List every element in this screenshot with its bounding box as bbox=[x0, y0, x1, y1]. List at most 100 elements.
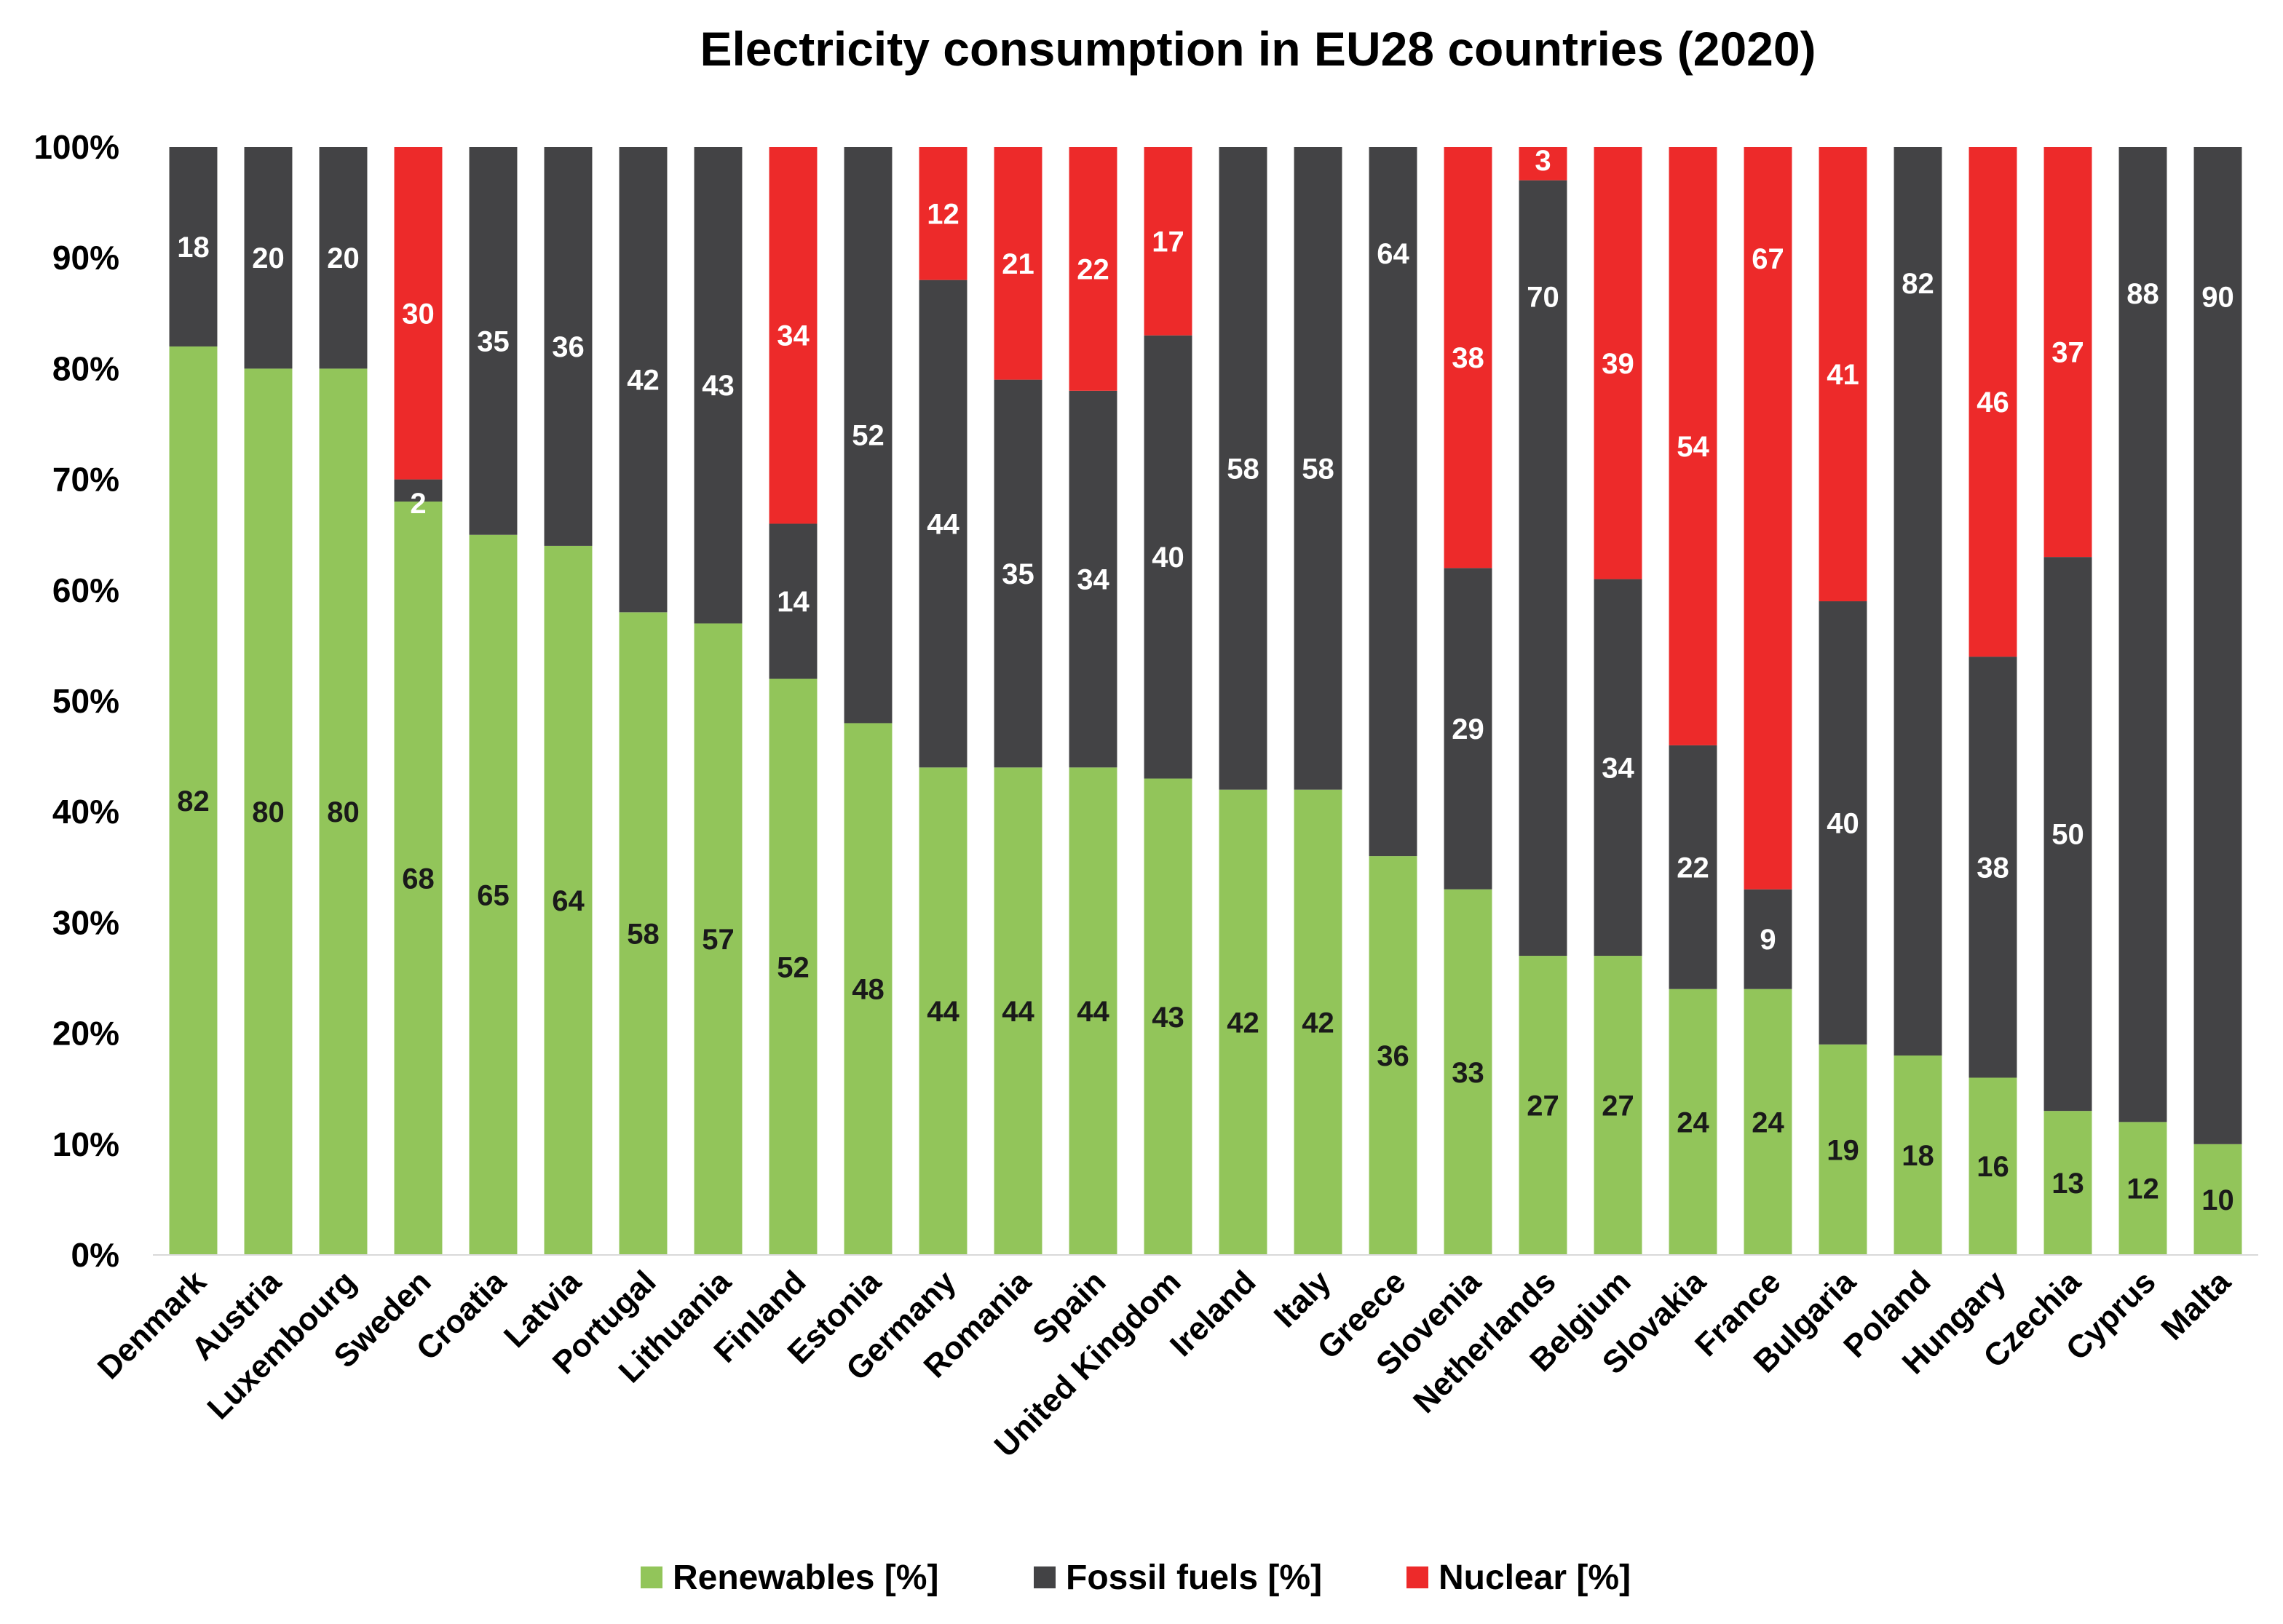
bar-segment-renewables bbox=[1519, 956, 1567, 1255]
data-label-nuclear: 67 bbox=[1752, 243, 1784, 275]
data-label-fossil-fuels: 44 bbox=[927, 508, 960, 540]
data-label-fossil-fuels: 42 bbox=[627, 365, 660, 397]
bar-segment-fossil-fuels bbox=[1294, 147, 1342, 790]
data-label-renewables: 36 bbox=[1377, 1040, 1409, 1072]
bar-segment-renewables bbox=[469, 534, 518, 1255]
y-tick-label: 30% bbox=[52, 903, 119, 941]
bar-stack-slovakia: 24 22 54 bbox=[1669, 147, 1717, 1255]
bar-segment-renewables bbox=[994, 767, 1042, 1255]
bar-stack-latvia: 64 36 bbox=[544, 147, 593, 1255]
data-label-renewables: 13 bbox=[2051, 1168, 2084, 1200]
bar-segment-renewables bbox=[319, 368, 368, 1255]
bar-segment-fossil-fuels bbox=[1894, 147, 1942, 1056]
bar-segment-nuclear bbox=[1594, 147, 1642, 579]
data-label-fossil-fuels: 2 bbox=[410, 488, 426, 520]
data-label-fossil-fuels: 22 bbox=[1677, 852, 1709, 884]
data-label-nuclear: 39 bbox=[1602, 348, 1634, 380]
data-label-renewables: 19 bbox=[1827, 1134, 1859, 1166]
bar-segment-renewables bbox=[1669, 989, 1717, 1255]
data-label-renewables: 44 bbox=[1002, 996, 1034, 1028]
data-label-renewables: 24 bbox=[1677, 1106, 1709, 1138]
data-label-fossil-fuels: 38 bbox=[1977, 852, 2009, 884]
data-label-renewables: 80 bbox=[327, 796, 360, 828]
bar-stack-france: 24 9 67 bbox=[1744, 147, 1792, 1255]
bar-segment-nuclear bbox=[394, 147, 443, 480]
data-label-renewables: 52 bbox=[777, 951, 810, 983]
bar-segment-nuclear bbox=[769, 147, 818, 524]
bar-stack-cyprus: 12 88 bbox=[2118, 147, 2167, 1255]
bar-segment-renewables bbox=[394, 502, 443, 1255]
bar-segment-renewables bbox=[1144, 778, 1192, 1255]
data-label-fossil-fuels: 52 bbox=[852, 420, 885, 452]
bar-segment-fossil-fuels bbox=[1744, 889, 1792, 989]
data-label-renewables: 58 bbox=[627, 919, 660, 951]
data-label-nuclear: 37 bbox=[2051, 337, 2084, 369]
bar-segment-fossil-fuels bbox=[1819, 601, 1867, 1045]
legend-item-renewables: Renewables [%] bbox=[641, 1558, 938, 1597]
data-label-fossil-fuels: 58 bbox=[1227, 453, 1259, 485]
data-label-renewables: 33 bbox=[1452, 1057, 1484, 1089]
bar-stack-belgium: 27 34 39 bbox=[1594, 147, 1642, 1255]
legend-label: Nuclear [%] bbox=[1439, 1558, 1631, 1597]
data-label-nuclear: 46 bbox=[1977, 387, 2009, 419]
bar-segment-nuclear bbox=[1144, 147, 1192, 336]
bar-segment-renewables bbox=[1894, 1055, 1942, 1255]
legend-item-nuclear: Nuclear [%] bbox=[1406, 1558, 1631, 1597]
legend-swatch bbox=[641, 1566, 662, 1588]
data-label-fossil-fuels: 18 bbox=[177, 231, 210, 264]
bar-segment-renewables bbox=[1219, 789, 1267, 1255]
data-label-fossil-fuels: 58 bbox=[1302, 453, 1334, 485]
data-label-renewables: 82 bbox=[177, 785, 210, 817]
bar-stack-netherlands: 27 70 3 bbox=[1519, 145, 1567, 1255]
bar-segment-renewables bbox=[919, 767, 968, 1255]
data-label-fossil-fuels: 35 bbox=[1002, 558, 1034, 590]
data-label-nuclear: 41 bbox=[1827, 359, 1859, 391]
bar-segment-nuclear bbox=[919, 147, 968, 280]
y-tick-label: 20% bbox=[52, 1015, 119, 1053]
bar-segment-nuclear bbox=[1069, 147, 1117, 391]
data-label-fossil-fuels: 50 bbox=[2051, 819, 2084, 851]
y-axis: 0% 10% 20% 30% 40% 50% 60% 70% 80% 90% 100% bbox=[33, 128, 119, 1274]
bar-segment-fossil-fuels bbox=[1669, 745, 1717, 989]
data-label-renewables: 42 bbox=[1227, 1007, 1259, 1039]
bar-segment-fossil-fuels bbox=[244, 147, 293, 369]
data-label-renewables: 24 bbox=[1752, 1106, 1784, 1138]
bar-segment-renewables bbox=[544, 545, 593, 1255]
bar-segment-renewables bbox=[1369, 856, 1417, 1255]
x-tick-label: Denmark bbox=[91, 1264, 213, 1386]
bar-stack-spain: 44 34 22 bbox=[1069, 147, 1117, 1255]
bar-stack-portugal: 58 42 bbox=[619, 147, 668, 1255]
data-label-nuclear: 12 bbox=[927, 198, 960, 230]
data-label-fossil-fuels: 40 bbox=[1152, 542, 1184, 574]
data-label-nuclear: 22 bbox=[1077, 253, 1109, 285]
bar-segment-renewables bbox=[1819, 1044, 1867, 1255]
bar-segment-fossil-fuels bbox=[394, 479, 443, 502]
data-label-nuclear: 30 bbox=[402, 298, 435, 330]
legend-label: Fossil fuels [%] bbox=[1066, 1558, 1322, 1597]
data-label-fossil-fuels: 88 bbox=[2126, 278, 2159, 310]
bar-segment-fossil-fuels bbox=[844, 147, 893, 724]
bar-segment-nuclear bbox=[1819, 147, 1867, 602]
bar-segment-renewables bbox=[2193, 1144, 2242, 1255]
data-label-renewables: 44 bbox=[927, 996, 960, 1028]
data-label-fossil-fuels: 43 bbox=[702, 370, 735, 402]
bar-segment-fossil-fuels bbox=[1219, 147, 1267, 790]
data-label-fossil-fuels: 90 bbox=[2201, 281, 2234, 313]
bar-stack-slovenia: 33 29 38 bbox=[1444, 147, 1492, 1255]
bar-segment-renewables bbox=[2043, 1111, 2092, 1255]
x-tick-label: Ireland bbox=[1163, 1264, 1263, 1363]
y-tick-label: 90% bbox=[52, 239, 119, 277]
bar-segment-renewables bbox=[1969, 1077, 2017, 1255]
bar-segment-nuclear bbox=[1444, 147, 1492, 569]
bar-segment-fossil-fuels bbox=[1444, 568, 1492, 890]
bar-stack-greece: 36 64 bbox=[1369, 147, 1417, 1255]
data-label-nuclear: 34 bbox=[777, 320, 810, 352]
bar-segment-fossil-fuels bbox=[2043, 557, 2092, 1112]
bar-segment-renewables bbox=[769, 678, 818, 1255]
bar-stack-luxembourg: 80 20 bbox=[319, 147, 368, 1255]
data-label-renewables: 27 bbox=[1527, 1090, 1559, 1122]
data-label-fossil-fuels: 9 bbox=[1760, 924, 1776, 956]
data-label-nuclear: 3 bbox=[1535, 145, 1551, 177]
data-label-nuclear: 54 bbox=[1677, 431, 1709, 463]
bar-segment-fossil-fuels bbox=[319, 147, 368, 369]
